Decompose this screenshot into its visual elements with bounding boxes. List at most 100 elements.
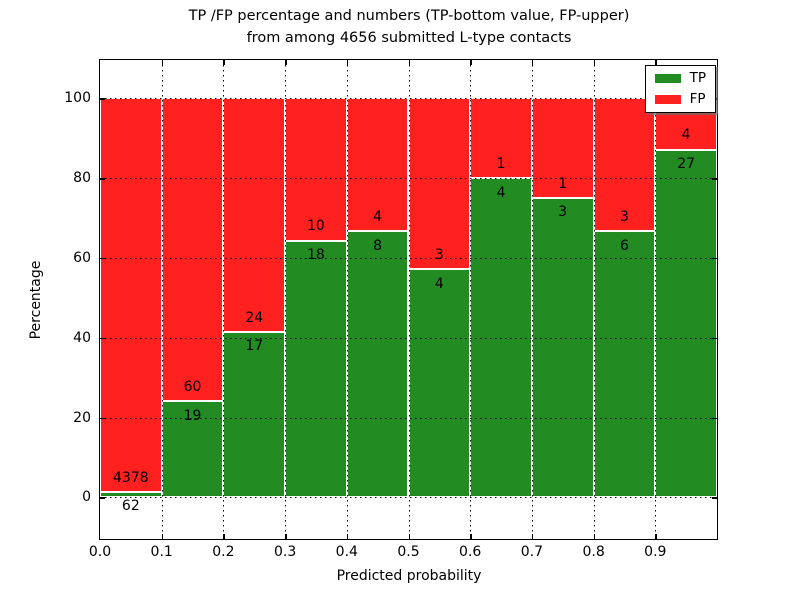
tp-count-label: 19 <box>183 407 202 424</box>
x-tick-mark-top <box>408 60 410 65</box>
chart-title-line2: from among 4656 submitted L-type contact… <box>246 29 572 46</box>
x-tick-mark-top <box>531 60 534 65</box>
fp-count-label: 3 <box>619 208 629 225</box>
x-tick-mark-top <box>593 60 596 65</box>
legend: TP FP <box>644 65 716 113</box>
gridline-vertical <box>223 60 225 539</box>
legend-label-tp: TP <box>689 70 706 86</box>
fp-bar-segment <box>470 98 532 179</box>
legend-swatch-fp-icon <box>654 94 681 104</box>
fp-count-label: 4 <box>681 127 691 144</box>
tp-count-label: 8 <box>373 237 383 254</box>
x-tick-mark-bottom <box>655 534 657 539</box>
y-tick-mark-right <box>712 257 717 260</box>
legend-swatch-tp-icon <box>654 74 681 84</box>
chart-title: TP /FP percentage and numbers (TP-bottom… <box>99 6 719 50</box>
annotation-layer: 4378 62 60 19 24 17 10 18 4 8 3 4 1 4 1 3 3 6 4 27 <box>100 60 717 539</box>
x-tick-label: 0.1 <box>150 544 173 560</box>
x-tick-label: 0.9 <box>644 544 667 560</box>
fp-count-label: 60 <box>183 379 202 396</box>
x-tick-mark-bottom <box>593 534 596 539</box>
fp-count-label: 3 <box>434 247 444 264</box>
tp-count-label: 17 <box>245 338 264 355</box>
fp-bar-segment <box>100 98 162 492</box>
chart-title-line1: TP /FP percentage and numbers (TP-bottom… <box>188 8 630 24</box>
tp-count-label: 27 <box>677 156 696 173</box>
y-tick-label: 20 <box>73 409 91 426</box>
y-tick-label: 0 <box>82 489 91 506</box>
y-tick-mark-left <box>100 178 105 180</box>
gridline-vertical <box>470 60 472 539</box>
fp-bar-segment <box>593 98 656 232</box>
fp-bar-segment <box>285 98 347 241</box>
x-tick-label: 0.5 <box>397 544 420 560</box>
gridline-vertical <box>408 60 410 539</box>
gridline-vertical <box>161 60 163 539</box>
tp-bar-segment <box>655 149 717 498</box>
gridline-vertical <box>655 60 657 539</box>
x-tick-mark-bottom <box>346 534 349 539</box>
x-tick-mark-bottom <box>285 534 287 539</box>
y-tick-label: 100 <box>64 90 91 107</box>
grid-layer <box>100 60 717 539</box>
tp-count-label: 62 <box>121 498 140 515</box>
x-tick-label: 0.4 <box>335 544 358 560</box>
x-axis-label: Predicted probability <box>336 568 482 584</box>
x-tick-mark-top <box>285 60 287 65</box>
x-tick-label: 0.2 <box>212 544 235 560</box>
x-tick-mark-bottom <box>470 534 472 539</box>
y-tick-mark-right <box>712 337 717 340</box>
x-tick-mark-top <box>655 60 657 65</box>
y-tick-mark-left <box>100 497 105 499</box>
tick-layer <box>100 60 717 539</box>
tp-count-label: 3 <box>558 204 568 221</box>
x-tick-label: 0.8 <box>582 544 605 560</box>
fp-bar-segment <box>531 98 594 199</box>
x-tick-mark-top <box>470 60 472 65</box>
x-tick-mark-bottom <box>408 534 410 539</box>
fp-count-label: 4378 <box>113 469 149 486</box>
tp-bar-segment <box>593 231 656 498</box>
tp-bar-segment <box>100 491 162 498</box>
x-tick-mark-top <box>346 60 349 65</box>
y-tick-mark-right <box>712 417 717 420</box>
legend-label-fp: FP <box>689 90 706 107</box>
x-tick-mark-bottom <box>223 534 225 539</box>
tp-bar-segment <box>408 269 471 498</box>
tp-bar-segment <box>223 331 286 498</box>
x-tick-label: 0.0 <box>88 544 112 560</box>
gridline-vertical <box>593 60 595 539</box>
fp-count-label: 1 <box>496 155 506 172</box>
y-tick-mark-left <box>100 337 105 340</box>
y-tick-mark-left <box>100 98 105 100</box>
y-tick-label: 80 <box>73 170 91 187</box>
x-tick-mark-top <box>223 60 225 65</box>
fp-count-label: 24 <box>245 309 264 326</box>
tp-bar-segment <box>285 240 347 498</box>
x-tick-mark-top <box>161 60 164 65</box>
bars-layer <box>100 60 717 539</box>
fp-bar-segment <box>346 98 409 232</box>
y-tick-mark-left <box>100 257 105 260</box>
tp-count-label: 18 <box>307 247 325 264</box>
tp-bar-segment <box>346 231 409 498</box>
y-tick-label: 60 <box>73 249 91 266</box>
y-tick-label: 40 <box>73 329 91 346</box>
x-tick-label: 0.3 <box>273 544 297 560</box>
legend-item-fp: FP <box>654 90 706 107</box>
legend-item-tp: TP <box>654 70 706 86</box>
y-tick-mark-right <box>712 178 717 180</box>
y-tick-mark-right <box>712 497 717 499</box>
tp-count-label: 6 <box>619 237 629 254</box>
tp-count-label: 4 <box>434 275 444 292</box>
fp-count-label: 10 <box>307 218 325 235</box>
fp-bar-segment <box>223 98 286 332</box>
fp-count-label: 4 <box>373 208 383 225</box>
gridline-vertical <box>346 60 348 539</box>
x-tick-label: 0.6 <box>459 544 482 560</box>
tp-bar-segment <box>531 198 594 498</box>
gridline-vertical <box>285 60 287 539</box>
x-tick-mark-bottom <box>531 534 534 539</box>
gridline-vertical <box>531 60 533 539</box>
